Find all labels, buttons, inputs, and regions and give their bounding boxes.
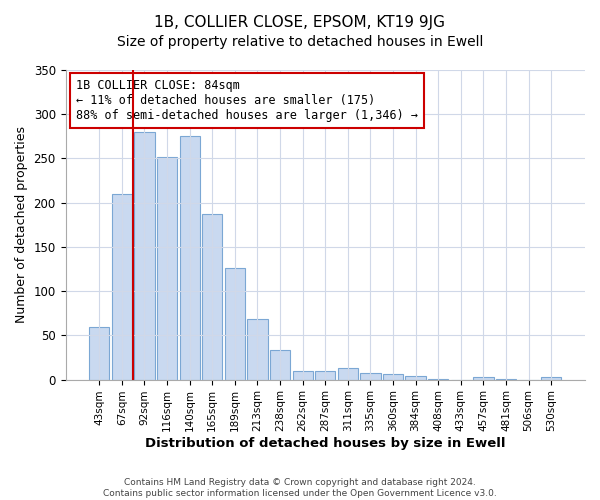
Bar [383, 374, 403, 380]
Bar [428, 378, 448, 380]
X-axis label: Distribution of detached houses by size in Ewell: Distribution of detached houses by size … [145, 437, 506, 450]
Bar [293, 371, 313, 380]
Text: Contains HM Land Registry data © Crown copyright and database right 2024.
Contai: Contains HM Land Registry data © Crown c… [103, 478, 497, 498]
Bar [247, 318, 268, 380]
Text: 1B, COLLIER CLOSE, EPSOM, KT19 9JG: 1B, COLLIER CLOSE, EPSOM, KT19 9JG [155, 15, 445, 30]
Bar [202, 214, 223, 380]
Bar [541, 377, 562, 380]
Bar [179, 136, 200, 380]
Bar [315, 371, 335, 380]
Bar [157, 156, 177, 380]
Bar [134, 132, 155, 380]
Bar [406, 376, 426, 380]
Y-axis label: Number of detached properties: Number of detached properties [15, 126, 28, 324]
Bar [360, 374, 380, 380]
Text: 1B COLLIER CLOSE: 84sqm
← 11% of detached houses are smaller (175)
88% of semi-d: 1B COLLIER CLOSE: 84sqm ← 11% of detache… [76, 80, 418, 122]
Bar [89, 328, 109, 380]
Bar [338, 368, 358, 380]
Bar [225, 268, 245, 380]
Bar [496, 378, 516, 380]
Text: Size of property relative to detached houses in Ewell: Size of property relative to detached ho… [117, 35, 483, 49]
Bar [270, 350, 290, 380]
Bar [112, 194, 132, 380]
Bar [473, 377, 494, 380]
